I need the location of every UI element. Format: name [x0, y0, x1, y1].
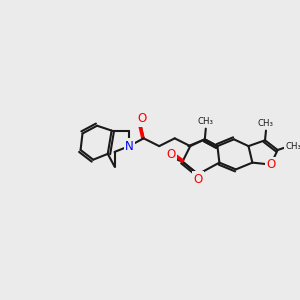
Text: O: O — [137, 112, 146, 125]
Text: O: O — [166, 148, 176, 161]
Text: CH₃: CH₃ — [258, 119, 274, 128]
Text: CH₃: CH₃ — [285, 142, 300, 151]
Text: O: O — [164, 152, 173, 162]
Text: N: N — [125, 140, 134, 153]
Text: O: O — [266, 158, 275, 171]
Text: CH₃: CH₃ — [198, 117, 214, 126]
Text: O: O — [194, 172, 202, 186]
